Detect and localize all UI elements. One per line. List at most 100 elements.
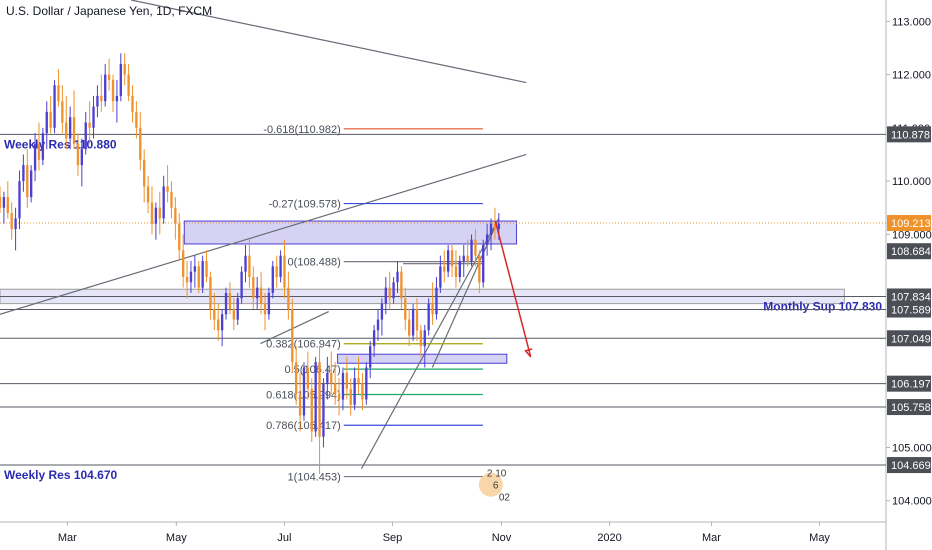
candle-body-38 [146,186,150,203]
x-tick-label-4: Nov [492,532,512,544]
candle-body-7 [26,165,29,198]
candle-body-24 [92,106,95,128]
candle-body-2 [6,197,9,214]
candle-body-44 [170,191,173,208]
candle-body-60 [232,308,235,320]
price-tag-label-0: 110.878 [891,129,930,141]
candle-body-88 [341,372,345,400]
candle-body-85 [330,372,333,384]
candle-body-112 [435,287,438,315]
logo-text-0: 2 10 [487,469,507,480]
candle-body-34 [131,95,134,112]
candle-body-102 [396,271,399,283]
candle-body-104 [404,298,407,320]
y-tick-label-1: 112.000 [892,70,931,82]
y-tick-label-4: 109.000 [892,229,932,241]
candle-body-1 [2,197,6,208]
x-tick-label-5: 2020 [597,532,621,544]
candle-body-121 [470,239,473,261]
candle-body-70 [271,266,274,293]
candle-body-4 [14,218,17,230]
x-tick-label-6: Mar [702,532,721,544]
candle-body-110 [427,303,430,331]
candle-body-69 [267,292,271,315]
logo-text-1: 6 [493,481,499,492]
candle-body-118 [458,261,462,277]
candle-body-46 [178,223,181,251]
candle-body-37 [143,159,146,187]
candle-body-11 [41,133,45,160]
candle-body-122 [474,239,477,256]
candle-body-19 [72,117,76,144]
x-tick-label-7: May [809,532,830,544]
price-tag-label-5: 107.049 [891,333,931,345]
candle-body-76 [295,362,298,395]
price-tag-label-8: 104.669 [891,460,931,472]
price-tag-bg-3 [887,288,931,305]
candle-body-83 [322,383,325,437]
candle-body-82 [318,362,321,437]
price-tag-bg-2 [887,243,931,260]
candle-body-98 [380,303,384,320]
candle-body-61 [236,298,239,320]
candle-body-91 [353,378,356,405]
candle-body-47 [181,250,185,277]
projection-arrow-head [524,348,533,358]
candle-body-45 [174,207,177,224]
candle-body-17 [65,122,68,139]
candle-body-22 [84,122,87,150]
candle-body-75 [291,308,294,363]
y-tick-label-6: 104.000 [892,496,932,508]
price-tag-bg-0 [887,126,931,143]
candle-body-94 [365,367,368,400]
candle-body-128 [497,223,500,230]
candle-body-15 [57,85,60,102]
candle-body-111 [431,303,434,315]
trendline-2 [260,311,329,345]
price-tag-bg-7 [887,399,931,416]
candle-body-117 [454,266,458,277]
candle-body-16 [61,101,64,123]
y-tick-label-3: 110.000 [892,176,931,188]
candle-body-103 [400,271,403,299]
price-tag-bg-1 [887,215,931,232]
fib-label-6: 0.786(105.417) [266,420,341,432]
candle-body-114 [443,266,446,272]
candle-body-80 [310,388,313,432]
candle-body-57 [220,314,224,331]
candle-body-107 [415,308,419,331]
candle-body-40 [154,207,158,224]
y-tick-label-5: 105.000 [892,442,932,454]
candle-body-99 [384,287,387,304]
logo-text-2: 02 [499,493,511,504]
price-tag-bg-5 [887,330,931,347]
projection-arrow-line [494,220,532,358]
candle-body-32 [123,63,126,75]
candle-body-56 [217,319,220,331]
fib-label-7: 1(104.453) [288,472,341,484]
candle-body-48 [185,276,189,283]
candle-body-55 [213,308,216,320]
candle-body-52 [201,261,204,288]
price-tag-bg-6 [887,375,931,392]
logo-mark [478,472,503,497]
candle-body-119 [462,255,465,261]
candle-body-50 [193,266,197,272]
candle-body-100 [388,287,391,299]
candle-body-92 [357,378,360,384]
trendline-0 [131,0,527,84]
candle-body-72 [279,255,282,277]
level-label-1: Monthly Sup 107.830 [763,299,882,313]
candle-body-115 [446,250,450,272]
levels-layer: Weekly Res 110.880 Monthly Sup 107.830 Wee… [0,133,886,482]
candle-body-42 [162,186,165,219]
candle-body-125 [485,234,489,246]
candle-body-36 [139,127,142,160]
candle-body-26 [100,95,103,102]
candle-body-106 [411,308,415,336]
price-tag-label-1: 109.213 [891,218,931,230]
x-tick-label-3: Sep [383,532,403,544]
candle-body-66 [256,287,259,299]
candle-body-43 [166,186,169,192]
